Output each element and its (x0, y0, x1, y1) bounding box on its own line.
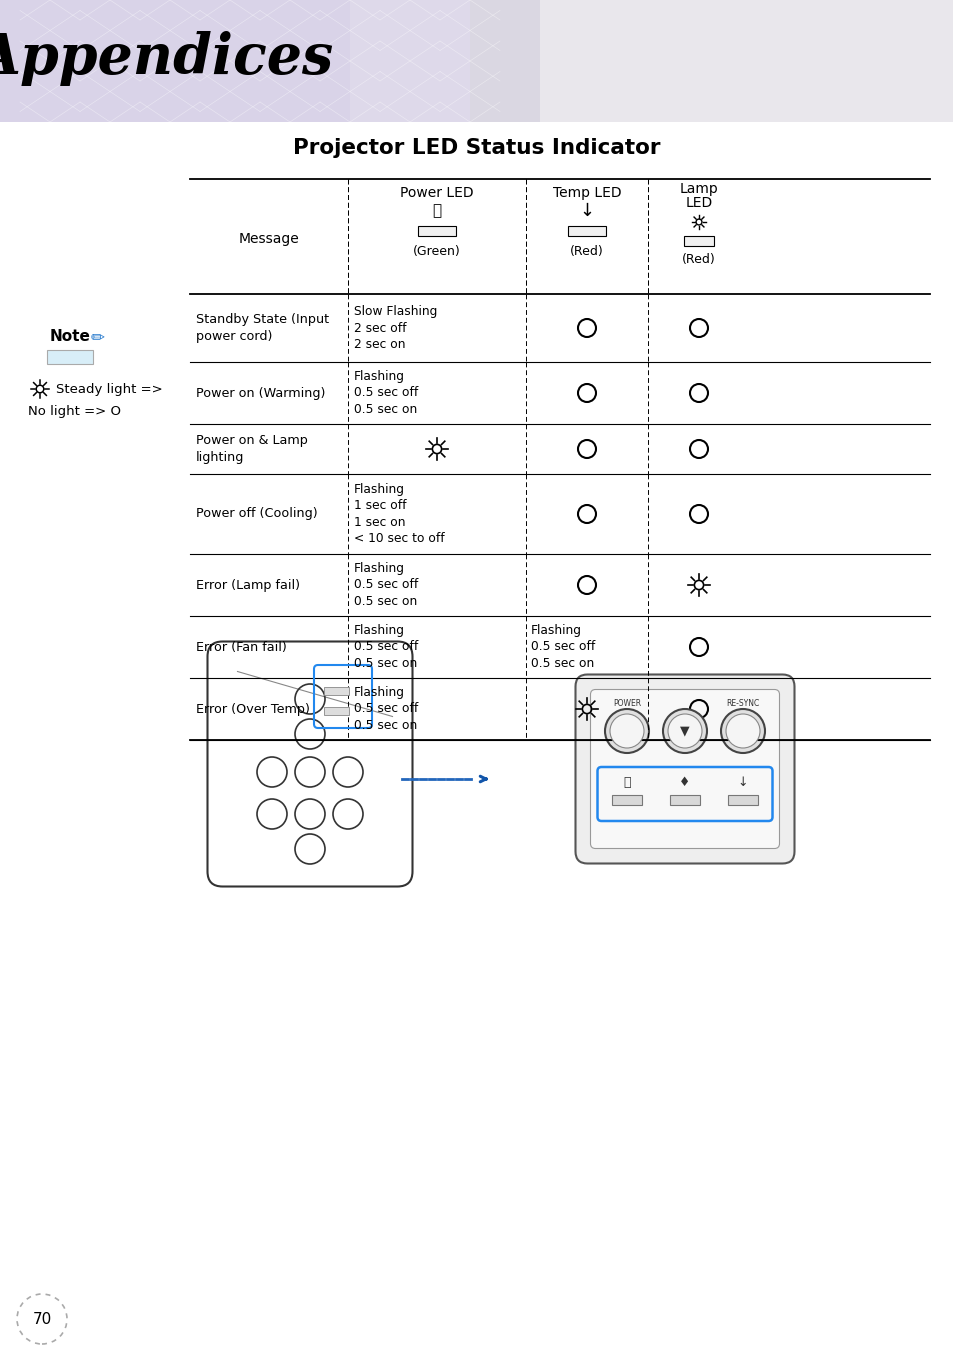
Bar (612, 795, 641, 806)
Bar (47, 349, 92, 364)
Bar (669, 795, 700, 806)
Text: Power on & Lamp
lighting: Power on & Lamp lighting (195, 435, 308, 464)
Text: Flashing
0.5 sec off
0.5 sec on: Flashing 0.5 sec off 0.5 sec on (354, 370, 417, 416)
Text: Message: Message (238, 232, 299, 246)
Bar (324, 707, 349, 715)
Circle shape (667, 714, 701, 747)
Text: ↓: ↓ (578, 202, 594, 219)
Text: Steady light =>: Steady light => (56, 382, 163, 395)
Text: Temp LED: Temp LED (552, 185, 620, 200)
Text: ▼: ▼ (679, 724, 689, 738)
Circle shape (720, 709, 764, 753)
Text: ↓: ↓ (737, 776, 747, 789)
Text: Power on (Warming): Power on (Warming) (195, 386, 325, 399)
FancyBboxPatch shape (575, 674, 794, 864)
Text: Error (Fan fail): Error (Fan fail) (195, 640, 287, 654)
Text: No light => O: No light => O (28, 405, 121, 417)
Bar (0, 0, 539, 122)
Circle shape (725, 714, 760, 747)
Text: (Red): (Red) (681, 252, 715, 265)
Text: Power LED: Power LED (399, 185, 474, 200)
Text: ♦: ♦ (679, 776, 690, 789)
Circle shape (604, 709, 648, 753)
Text: RE-SYNC: RE-SYNC (725, 700, 759, 708)
Text: Standby State (Input
power cord): Standby State (Input power cord) (195, 313, 329, 343)
Text: Error (Lamp fail): Error (Lamp fail) (195, 578, 299, 592)
Text: (Green): (Green) (413, 245, 460, 259)
FancyBboxPatch shape (208, 642, 412, 887)
Bar (727, 795, 758, 806)
Text: POWER: POWER (612, 700, 640, 708)
Circle shape (662, 709, 706, 753)
Text: Flashing
1 sec off
1 sec on
< 10 sec to off: Flashing 1 sec off 1 sec on < 10 sec to … (354, 483, 444, 546)
Text: LED: LED (684, 196, 712, 210)
Text: Flashing
0.5 sec off
0.5 sec on: Flashing 0.5 sec off 0.5 sec on (354, 686, 417, 733)
Text: Projector LED Status Indicator: Projector LED Status Indicator (293, 138, 660, 158)
Text: Slow Flashing
2 sec off
2 sec on: Slow Flashing 2 sec off 2 sec on (354, 305, 436, 351)
Text: Flashing
0.5 sec off
0.5 sec on: Flashing 0.5 sec off 0.5 sec on (354, 624, 417, 670)
Text: ⏻: ⏻ (432, 203, 441, 218)
Text: Error (Over Temp): Error (Over Temp) (195, 703, 310, 715)
FancyBboxPatch shape (590, 689, 779, 849)
Text: Lamp: Lamp (679, 181, 718, 196)
Text: Flashing
0.5 sec off
0.5 sec on: Flashing 0.5 sec off 0.5 sec on (531, 624, 595, 670)
Text: 70: 70 (32, 1312, 51, 1327)
Bar (683, 236, 713, 246)
Circle shape (609, 714, 643, 747)
Text: Power off (Cooling): Power off (Cooling) (195, 508, 317, 520)
Text: Appendices: Appendices (0, 31, 333, 85)
Bar (324, 686, 349, 695)
Text: Flashing
0.5 sec off
0.5 sec on: Flashing 0.5 sec off 0.5 sec on (354, 562, 417, 608)
Text: ⏻: ⏻ (622, 776, 630, 789)
Text: Note: Note (50, 329, 91, 344)
Bar (417, 226, 456, 236)
Text: ✏: ✏ (90, 328, 104, 347)
Text: (Red): (Red) (570, 245, 603, 259)
Bar (567, 226, 605, 236)
Bar (470, 0, 953, 122)
